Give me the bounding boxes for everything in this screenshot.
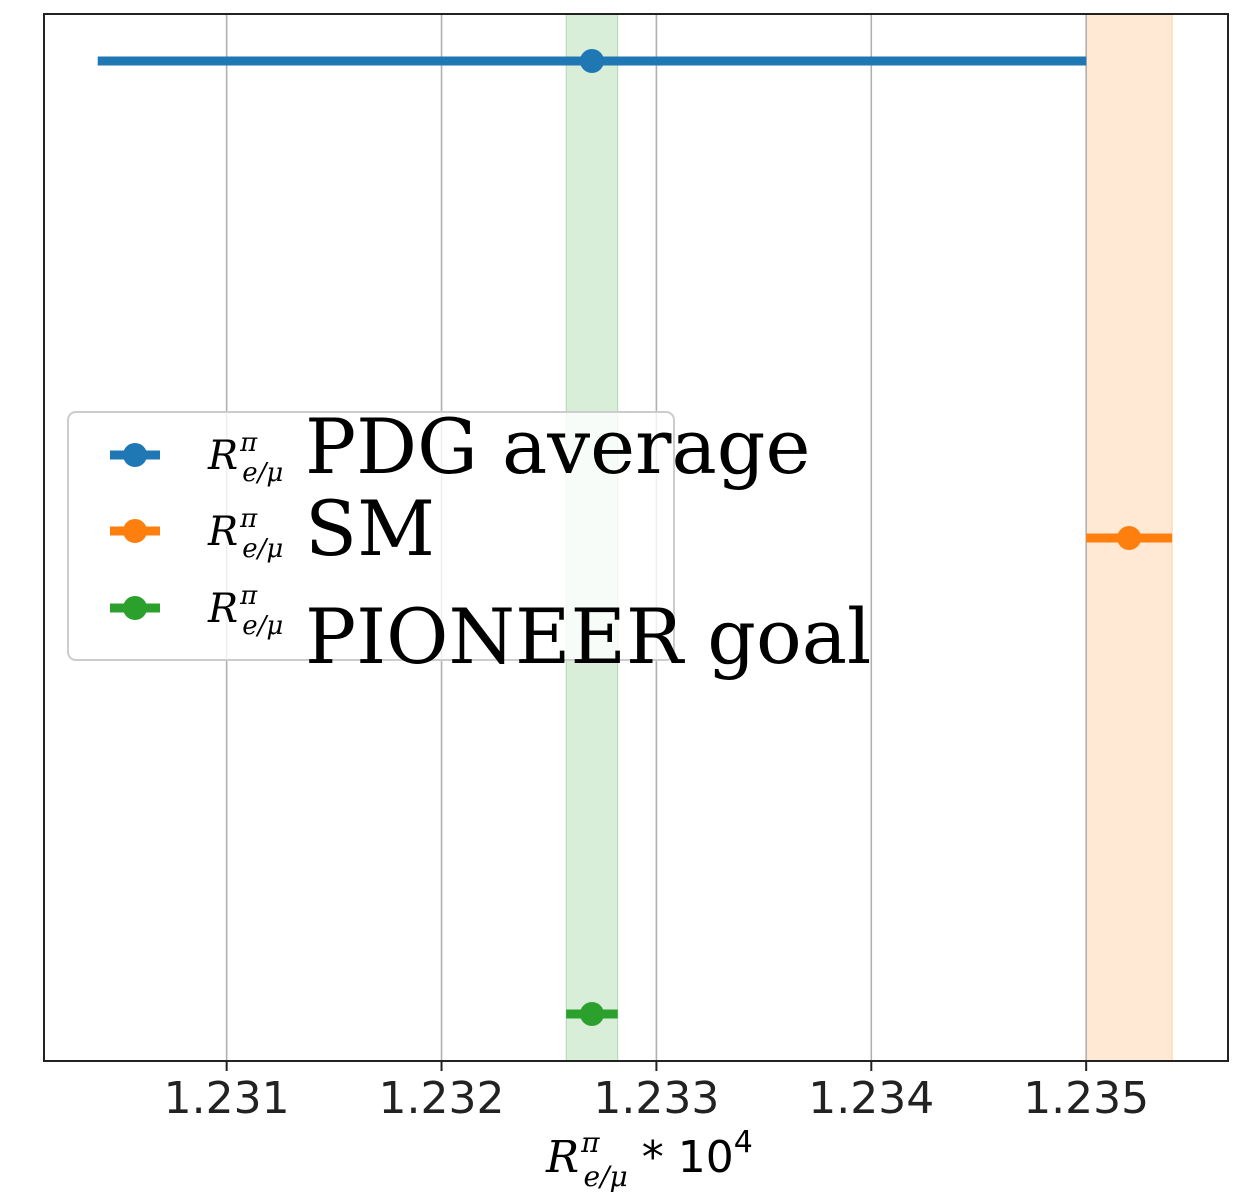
legend-label-2: PIONEER goal xyxy=(305,592,871,681)
plot-frame xyxy=(43,13,1229,1062)
data-point-1 xyxy=(1117,526,1142,550)
legend-marker-point-1 xyxy=(123,519,147,543)
legend-r-symbol-0: Rπ e/μ xyxy=(207,428,283,488)
data-point-2 xyxy=(579,1002,604,1026)
legend-label-0: PDG average xyxy=(305,402,810,491)
data-point-0 xyxy=(579,49,604,73)
tick-label-3: 1.234 xyxy=(808,1073,934,1124)
legend-box xyxy=(67,411,675,661)
legend-marker-point-0 xyxy=(123,443,147,467)
x-axis-label: Rπ e/μ * 104 xyxy=(545,1125,753,1193)
x-axis-label-text: Rπ e/μ * 104 xyxy=(545,1125,753,1193)
legend-r-symbol-1: Rπ e/μ xyxy=(207,504,283,564)
legend-r-symbol-2: Rπ e/μ xyxy=(207,581,283,641)
x-ticks-layer: 1.231 1.232 1.233 1.234 1.235 xyxy=(164,1061,1149,1124)
legend: Rπ e/μ PDG average Rπ e/μ SM Rπ e/μ PIONEER goal xyxy=(67,402,871,681)
tick-label-4: 1.235 xyxy=(1023,1073,1149,1124)
legend-marker-point-2 xyxy=(123,596,147,620)
tick-label-2: 1.233 xyxy=(593,1073,719,1124)
tick-label-1: 1.232 xyxy=(379,1073,505,1124)
legend-entry-2: Rπ e/μ PIONEER goal xyxy=(110,581,871,681)
legend-label-1: SM xyxy=(305,484,435,573)
tick-label-0: 1.231 xyxy=(164,1073,290,1124)
legend-entry-1: Rπ e/μ SM xyxy=(110,484,435,573)
legend-entry-0: Rπ e/μ PDG average xyxy=(110,402,810,491)
errorbars-layer xyxy=(97,49,1173,1026)
